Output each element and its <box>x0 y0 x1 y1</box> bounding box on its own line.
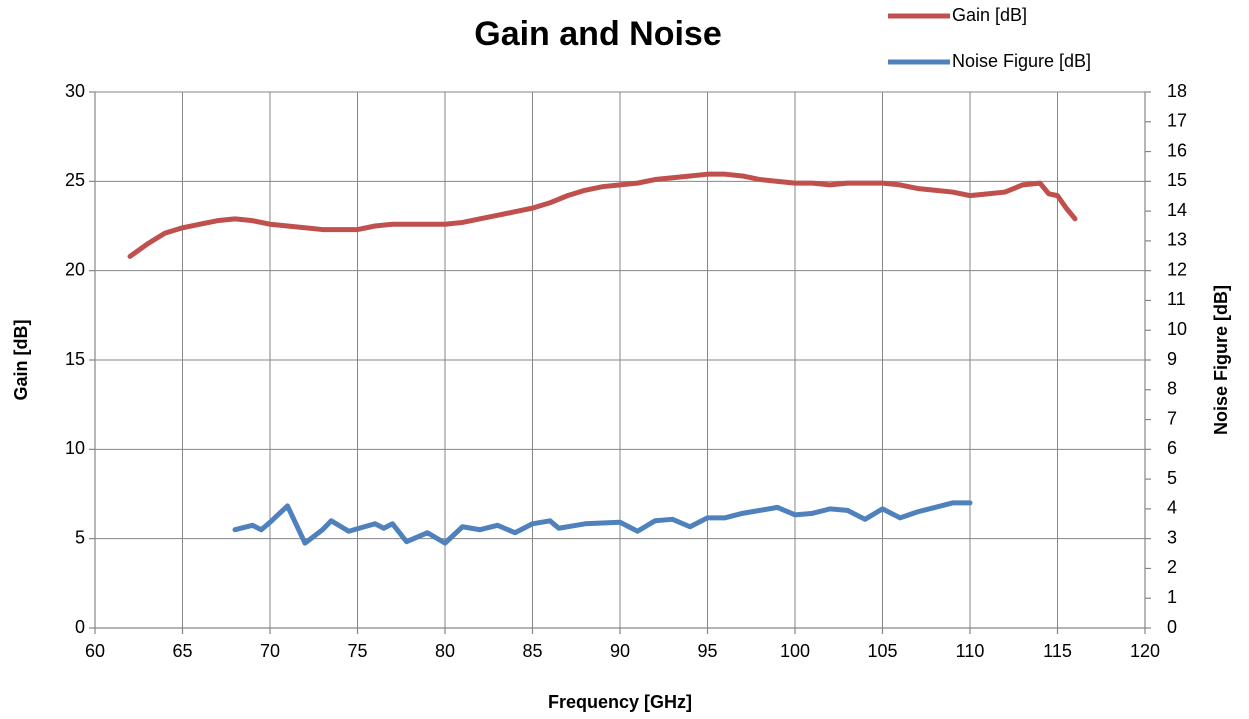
y2-tick-label: 4 <box>1167 498 1177 518</box>
y2-tick-label: 3 <box>1167 527 1177 547</box>
y2-tick-label: 13 <box>1167 230 1187 250</box>
y2-tick-label: 16 <box>1167 140 1187 160</box>
y-tick-label: 10 <box>65 438 85 458</box>
x-tick-label: 100 <box>780 641 810 661</box>
series-line <box>232 500 973 546</box>
x-tick-label: 65 <box>172 641 192 661</box>
y2-tick-label: 15 <box>1167 170 1187 190</box>
x-axis-title: Frequency [GHz] <box>548 692 692 712</box>
legend-label: Noise Figure [dB] <box>952 51 1091 71</box>
y-tick-label: 15 <box>65 349 85 369</box>
x-tick-label: 110 <box>956 641 985 661</box>
y2-tick-label: 9 <box>1167 349 1177 369</box>
y2-tick-label: 12 <box>1167 259 1187 279</box>
x-tick-label: 115 <box>1043 641 1072 661</box>
y2-tick-label: 11 <box>1167 289 1186 309</box>
y-axis-title: Gain [dB] <box>11 320 31 401</box>
x-tick-label: 90 <box>610 641 630 661</box>
y-tick-label: 0 <box>75 617 85 637</box>
y2-tick-label: 14 <box>1167 200 1187 220</box>
x-tick-label: 75 <box>347 641 367 661</box>
y2-axis-title: Noise Figure [dB] <box>1211 285 1231 435</box>
y2-tick-label: 17 <box>1167 111 1187 131</box>
y2-tick-label: 18 <box>1167 81 1187 101</box>
y2-tick-label: 0 <box>1167 617 1177 637</box>
x-tick-label: 95 <box>697 641 717 661</box>
y2-tick-label: 8 <box>1167 379 1177 399</box>
x-tick-label: 60 <box>85 641 105 661</box>
y-tick-label: 30 <box>65 81 85 101</box>
legend-label: Gain [dB] <box>952 5 1027 25</box>
y-tick-label: 5 <box>75 527 85 547</box>
x-tick-label: 70 <box>260 641 280 661</box>
x-tick-label: 85 <box>522 641 542 661</box>
y2-tick-label: 5 <box>1167 468 1177 488</box>
y2-tick-label: 10 <box>1167 319 1187 339</box>
x-tick-label: 105 <box>867 641 897 661</box>
chart-title: Gain and Noise <box>474 15 722 53</box>
x-tick-label: 80 <box>435 641 455 661</box>
y2-tick-label: 2 <box>1167 557 1177 577</box>
series-line <box>127 171 1078 259</box>
y2-tick-label: 6 <box>1167 438 1177 458</box>
y-tick-label: 20 <box>65 259 85 279</box>
y2-tick-label: 7 <box>1167 408 1177 428</box>
y-tick-label: 25 <box>65 170 85 190</box>
x-tick-label: 120 <box>1130 641 1160 661</box>
y2-tick-label: 1 <box>1167 587 1177 607</box>
